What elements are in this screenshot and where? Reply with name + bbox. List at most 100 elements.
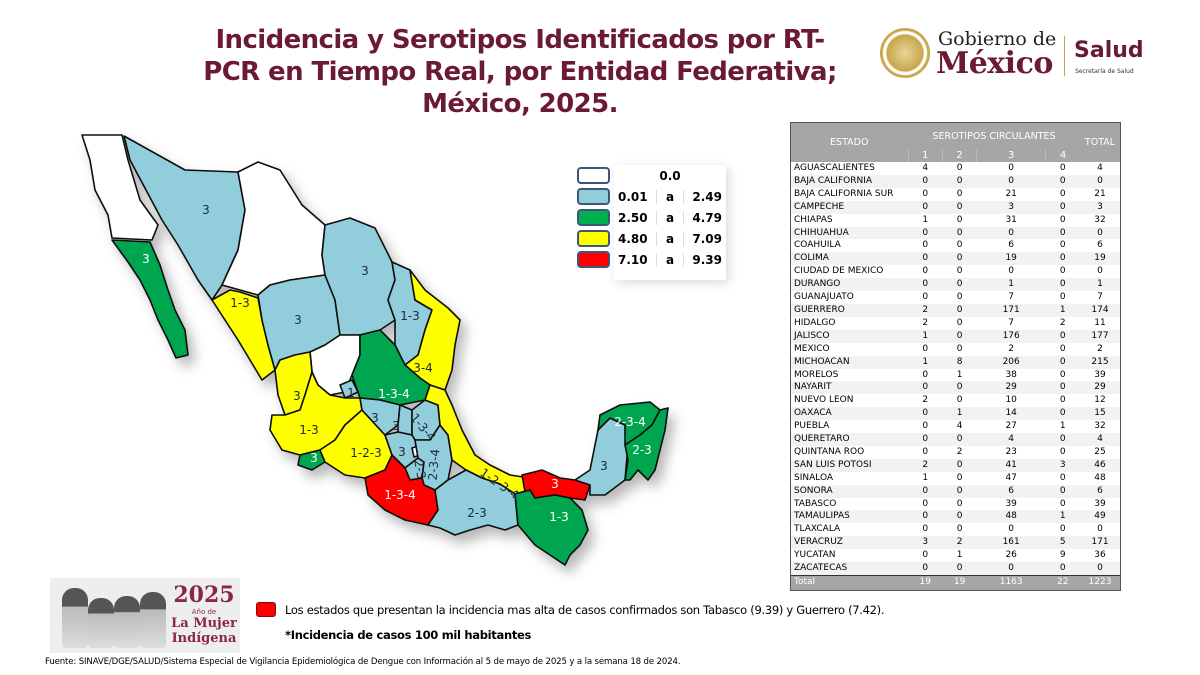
cell-serotype-3: 48 xyxy=(976,510,1046,524)
cell-estado: TABASCO xyxy=(794,498,837,509)
label-slp: 1-3-4 xyxy=(378,387,410,401)
cell-total: 6 xyxy=(1097,240,1103,251)
cell-total: 21 xyxy=(1094,188,1106,199)
cell-serotype-1: 0 xyxy=(908,510,943,524)
cell-serotype-3: 3 xyxy=(976,200,1046,214)
cell-serotype-1: 0 xyxy=(908,484,943,498)
cell-serotype-1: 2 xyxy=(908,303,943,317)
state-campeche[interactable] xyxy=(574,417,629,496)
cell-serotype-2: 2 xyxy=(942,536,977,550)
table-row: TLAXCALA 0 0 0 0 0 xyxy=(791,523,1120,536)
cell-serotype-4: 0 xyxy=(1045,200,1080,214)
cell-serotype-3: 19 xyxy=(976,252,1046,266)
cell-serotype-4: 0 xyxy=(1045,562,1080,576)
table-row: YUCATAN 0 1 26 9 36 xyxy=(791,549,1120,562)
cell-serotype-4: 0 xyxy=(1059,188,1066,199)
cell-serotype-1: 0 xyxy=(908,226,943,240)
cell-serotype-2: 0 xyxy=(956,188,963,199)
label-tabasco: 3 xyxy=(551,477,559,491)
cell-serotype-1: 1 xyxy=(908,355,943,369)
cell-serotype-4: 0 xyxy=(1045,226,1080,240)
cell-total: 174 xyxy=(1080,303,1120,317)
label-sonora: 3 xyxy=(202,203,210,217)
legend-row-0: 0.0 xyxy=(577,165,727,186)
cell-total: 4 xyxy=(1097,163,1103,173)
cell-total: 0 xyxy=(1080,174,1120,188)
cell-serotype-1: 3 xyxy=(908,536,943,550)
label-jalisco: 1-3 xyxy=(299,423,319,437)
table-row: CHIAPAS 1 0 31 0 32 xyxy=(791,214,1120,227)
cell-estado: VERACRUZ xyxy=(791,536,908,550)
cell-serotype-3: 6 xyxy=(976,484,1046,498)
state-guerrero[interactable] xyxy=(364,454,439,526)
label-durango: 3 xyxy=(294,313,302,327)
cell-serotype-4: 0 xyxy=(1059,498,1066,509)
state-aguascalientes[interactable] xyxy=(339,379,359,399)
col-header-serotype-1: 1 xyxy=(907,149,943,162)
state-colima[interactable] xyxy=(297,449,326,471)
legend-swatch-white xyxy=(577,167,610,184)
cell-serotype-4: 0 xyxy=(1045,381,1080,395)
table-row: NUEVO LEON 2 0 10 0 12 xyxy=(791,394,1120,407)
legend-swatch-yellow xyxy=(577,230,610,247)
logo-gobierno-text: Gobierno de xyxy=(938,28,1057,50)
legend-row-3: 4.80 a 7.09 xyxy=(577,228,727,249)
cell-estado: MORELOS xyxy=(794,369,839,380)
cell-serotype-4: 0 xyxy=(1059,395,1066,406)
state-coahuila[interactable] xyxy=(321,217,396,336)
cell-serotype-4: 0 xyxy=(1059,446,1066,457)
cell-serotype-1: 1 xyxy=(922,214,929,225)
legend-swatch-green xyxy=(577,209,610,226)
cell-estado: MEXICO xyxy=(794,343,830,354)
cell-serotype-2: 0 xyxy=(942,329,977,343)
label-coahuila: 3 xyxy=(361,264,369,278)
state-baja-california[interactable] xyxy=(81,134,159,241)
cell-total: 39 xyxy=(1094,498,1106,509)
table-row: DURANGO 0 0 1 0 1 xyxy=(791,278,1120,292)
cell-total: 0 xyxy=(1097,524,1103,535)
highlight-red-swatch xyxy=(256,602,276,617)
cell-serotype-2: 0 xyxy=(956,292,963,303)
incidence-legend: 0.0 0.01 a 2.49 2.50 a 4.79 4.80 a 7.09 … xyxy=(577,165,727,270)
cell-serotype-1: 0 xyxy=(922,188,929,199)
cell-estado: BAJA CALIFORNIA SUR xyxy=(794,188,894,199)
cell-serotype-2: 2 xyxy=(956,446,963,457)
cell-estado: OAXACA xyxy=(791,407,908,421)
cell-total: 6 xyxy=(1080,484,1120,498)
cell-total: 49 xyxy=(1080,510,1120,524)
cell-total: 7 xyxy=(1097,292,1103,303)
map-svg: 3 3 1-3 3 3 1-3 3-4 1-3-4 1 3 1-3 3 1-2-… xyxy=(81,134,669,566)
legend-swatch-lightblue xyxy=(577,188,610,205)
label-queretaro: 3 xyxy=(392,419,400,433)
cell-serotype-1: 4 xyxy=(922,163,929,173)
cell-serotype-3: 176 xyxy=(976,329,1046,343)
table-row: HIDALGO 2 0 7 2 11 xyxy=(791,317,1120,330)
cell-estado: SAN LUIS POTOSI xyxy=(791,458,908,472)
cell-serotype-3: 26 xyxy=(1005,550,1017,561)
cell-serotype-4: 0 xyxy=(1059,472,1066,483)
cell-total: 215 xyxy=(1080,355,1120,369)
cell-total: 32 xyxy=(1094,421,1106,432)
cell-total: 29 xyxy=(1080,381,1120,395)
state-oaxaca[interactable] xyxy=(427,469,519,536)
label-morelos: 2-3 xyxy=(411,458,428,480)
mujer-indigena-banner: 2025 Año de La Mujer Indígena xyxy=(50,578,240,653)
state-chiapas[interactable] xyxy=(514,489,589,566)
cell-serotype-2: 4 xyxy=(956,421,963,432)
cell-serotype-1: 0 xyxy=(922,498,929,509)
cell-serotype-4: 1 xyxy=(1045,303,1080,317)
cell-total: 11 xyxy=(1094,317,1106,328)
cell-serotype-3: 0 xyxy=(976,562,1046,576)
cell-serotype-1: 0 xyxy=(908,278,943,292)
state-quintana-roo[interactable] xyxy=(624,407,669,481)
state-baja-california-sur[interactable] xyxy=(111,239,189,359)
total-value: 1163 xyxy=(976,575,1046,590)
cell-serotype-1: 0 xyxy=(922,446,929,457)
cell-serotype-2: 0 xyxy=(956,240,963,251)
national-seal-icon xyxy=(880,28,930,78)
cell-total: 39 xyxy=(1094,369,1106,380)
cell-estado: COLIMA xyxy=(791,252,908,266)
cell-serotype-2: 1 xyxy=(956,550,963,561)
col-header-serotipos: SEROTIPOS CIRCULANTES xyxy=(908,123,1080,149)
cell-estado: CHIAPAS xyxy=(794,214,833,225)
